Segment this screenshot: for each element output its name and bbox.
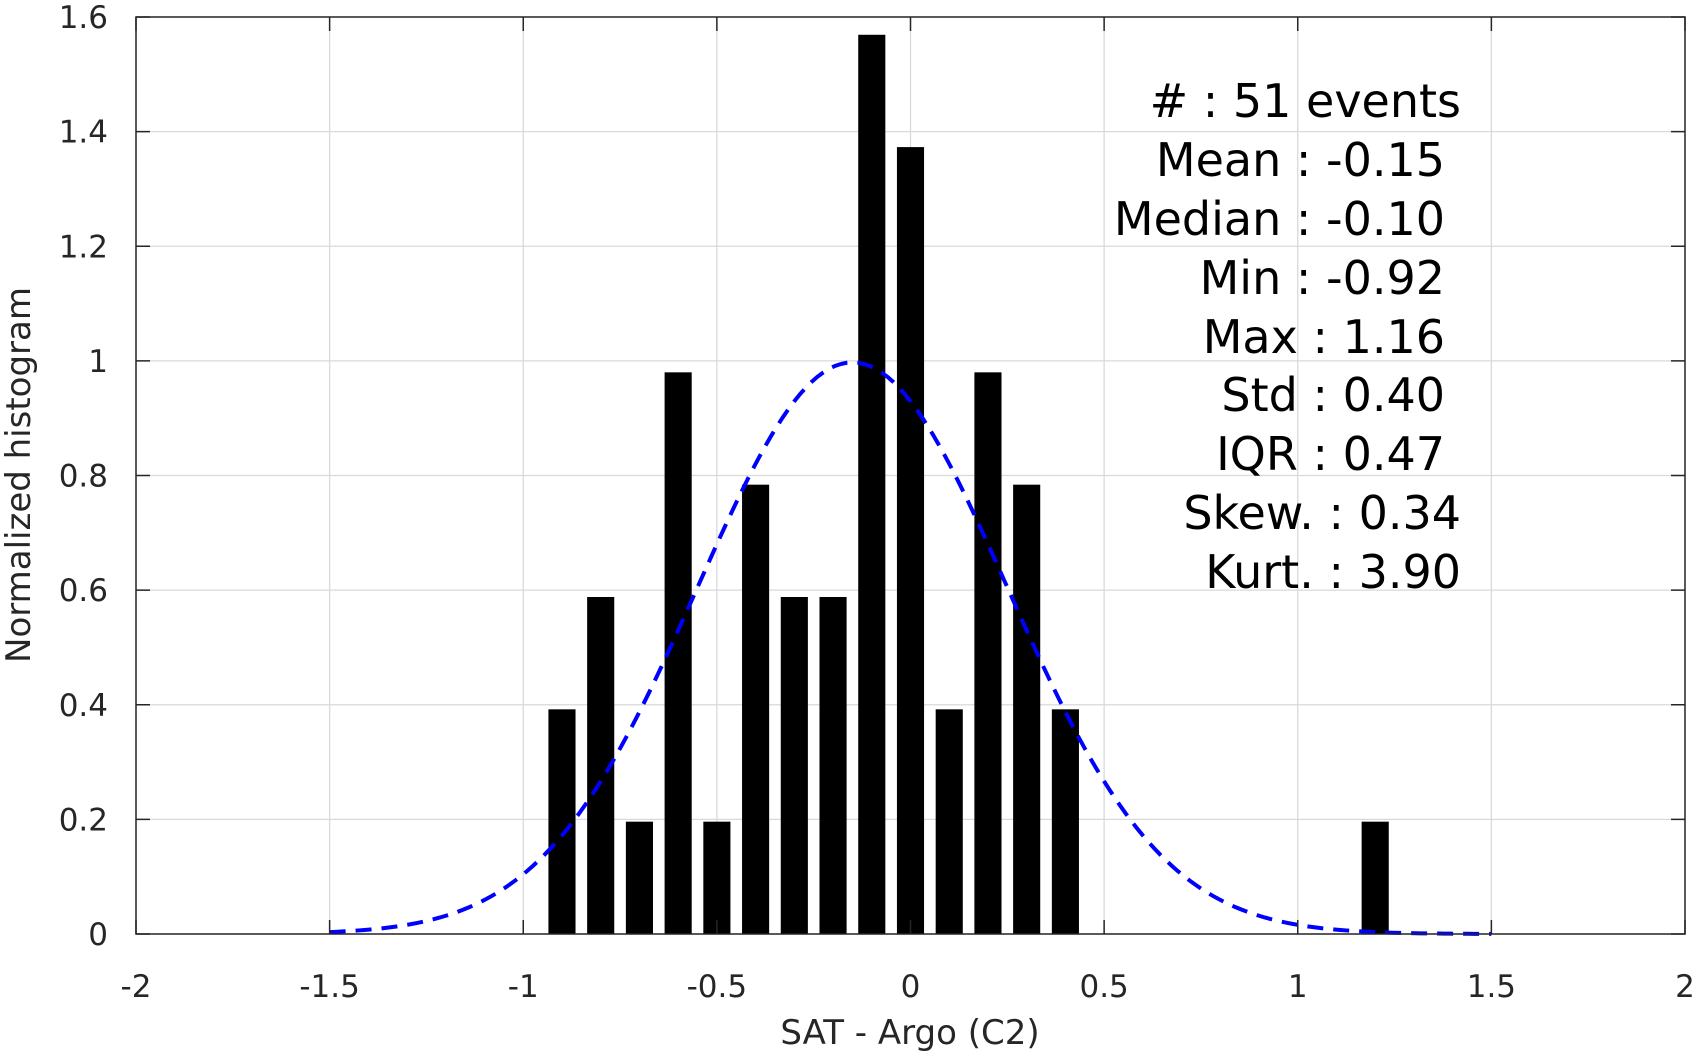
histogram-bar <box>1361 821 1389 934</box>
stat-max: Max : 1.16 <box>1203 310 1445 364</box>
y-axis-label: Normalized histogram <box>0 287 39 663</box>
y-tick-labels: 0 0.2 0.4 0.6 0.8 1 1.2 1.4 1.6 <box>59 0 108 953</box>
x-tick-labels: -2 -1.5 -1 -0.5 0 0.5 1 1.5 2 <box>121 969 1695 1005</box>
histogram-bar <box>858 34 886 935</box>
histogram-bar <box>548 709 576 934</box>
x-tick-label: 0.5 <box>1079 969 1128 1005</box>
x-tick-label: -2 <box>121 969 152 1005</box>
histogram-bar <box>1013 484 1041 934</box>
histogram-bar <box>974 372 1002 934</box>
stat-iqr: IQR : 0.47 <box>1216 427 1445 481</box>
histogram-bar <box>625 821 653 934</box>
y-tick-label: 1 <box>88 344 108 380</box>
x-tick-label: -0.5 <box>687 969 748 1005</box>
stat-min: Min : -0.92 <box>1200 251 1445 305</box>
y-tick-label: 0.6 <box>59 573 108 609</box>
y-tick-label: 1.6 <box>59 0 108 36</box>
stats-panel: # : 51 events Mean : -0.15 Median : -0.1… <box>1114 74 1461 599</box>
x-tick-label: 0 <box>901 969 921 1005</box>
stat-median: Median : -0.10 <box>1114 192 1445 246</box>
normal-fit-curve <box>329 360 1492 936</box>
y-tick-label: 0.8 <box>59 459 108 495</box>
y-tick-label: 0.4 <box>59 688 108 724</box>
histogram-bar <box>703 821 731 934</box>
x-tick-label: -1.5 <box>299 969 360 1005</box>
y-tick-label: 1.4 <box>59 115 108 151</box>
stat-mean: Mean : -0.15 <box>1156 133 1445 187</box>
histogram-bar <box>819 597 847 934</box>
stat-events: # : 51 events <box>1150 74 1461 128</box>
x-tick-label: 1 <box>1288 969 1308 1005</box>
histogram-bar <box>935 709 963 934</box>
histogram-bar <box>742 484 770 934</box>
stat-std: Std : 0.40 <box>1221 368 1445 422</box>
histogram-bar <box>896 147 925 935</box>
y-tick-label: 1.2 <box>59 229 108 265</box>
stat-kurt: Kurt. : 3.90 <box>1205 545 1461 599</box>
y-tick-label: 0 <box>88 917 108 953</box>
stat-skew: Skew. : 0.34 <box>1183 486 1461 540</box>
y-tick-label: 0.2 <box>59 802 108 838</box>
axis-ticks <box>135 16 1686 935</box>
histogram-bar <box>1051 709 1079 934</box>
x-tick-label: 1.5 <box>1467 969 1516 1005</box>
x-tick-label: 2 <box>1675 969 1695 1005</box>
histogram-bar <box>780 597 808 934</box>
x-tick-label: -1 <box>508 969 539 1005</box>
x-axis-label: SAT - Argo (C2) <box>780 1013 1039 1053</box>
